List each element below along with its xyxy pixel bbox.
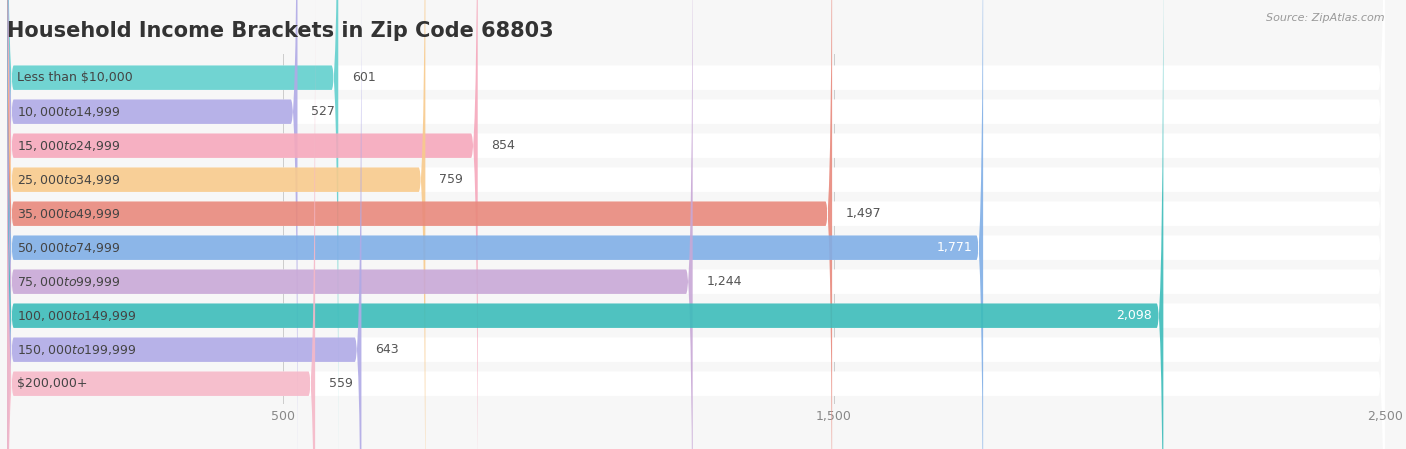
Text: 643: 643 — [375, 343, 399, 356]
Text: 601: 601 — [352, 71, 375, 84]
Text: Source: ZipAtlas.com: Source: ZipAtlas.com — [1267, 13, 1385, 23]
Text: 2,098: 2,098 — [1116, 309, 1153, 322]
Text: $200,000+: $200,000+ — [17, 377, 87, 390]
FancyBboxPatch shape — [7, 0, 315, 449]
FancyBboxPatch shape — [7, 0, 1385, 449]
FancyBboxPatch shape — [7, 0, 298, 449]
FancyBboxPatch shape — [7, 0, 361, 449]
FancyBboxPatch shape — [7, 0, 983, 449]
Text: $25,000 to $34,999: $25,000 to $34,999 — [17, 173, 121, 187]
FancyBboxPatch shape — [7, 0, 1385, 449]
Text: 854: 854 — [492, 139, 516, 152]
FancyBboxPatch shape — [7, 0, 1385, 449]
FancyBboxPatch shape — [7, 0, 1385, 449]
Text: Less than $10,000: Less than $10,000 — [17, 71, 132, 84]
FancyBboxPatch shape — [7, 0, 1385, 449]
FancyBboxPatch shape — [7, 0, 426, 449]
Text: $150,000 to $199,999: $150,000 to $199,999 — [17, 343, 136, 357]
Text: $100,000 to $149,999: $100,000 to $149,999 — [17, 309, 136, 323]
Text: $10,000 to $14,999: $10,000 to $14,999 — [17, 105, 121, 119]
Text: 1,244: 1,244 — [706, 275, 742, 288]
FancyBboxPatch shape — [7, 0, 1385, 449]
Text: Household Income Brackets in Zip Code 68803: Household Income Brackets in Zip Code 68… — [7, 21, 554, 41]
FancyBboxPatch shape — [7, 0, 1385, 449]
FancyBboxPatch shape — [7, 0, 1163, 449]
Text: $75,000 to $99,999: $75,000 to $99,999 — [17, 275, 121, 289]
FancyBboxPatch shape — [7, 0, 693, 449]
FancyBboxPatch shape — [7, 0, 1385, 449]
FancyBboxPatch shape — [7, 0, 1385, 449]
FancyBboxPatch shape — [7, 0, 1385, 449]
Text: $15,000 to $24,999: $15,000 to $24,999 — [17, 139, 121, 153]
Text: $50,000 to $74,999: $50,000 to $74,999 — [17, 241, 121, 255]
FancyBboxPatch shape — [7, 0, 478, 449]
FancyBboxPatch shape — [7, 0, 339, 449]
Text: $35,000 to $49,999: $35,000 to $49,999 — [17, 207, 121, 221]
Text: 559: 559 — [329, 377, 353, 390]
Text: 759: 759 — [439, 173, 463, 186]
Text: 1,497: 1,497 — [846, 207, 882, 220]
Text: 1,771: 1,771 — [936, 241, 972, 254]
FancyBboxPatch shape — [7, 0, 832, 449]
Text: 527: 527 — [311, 105, 335, 118]
